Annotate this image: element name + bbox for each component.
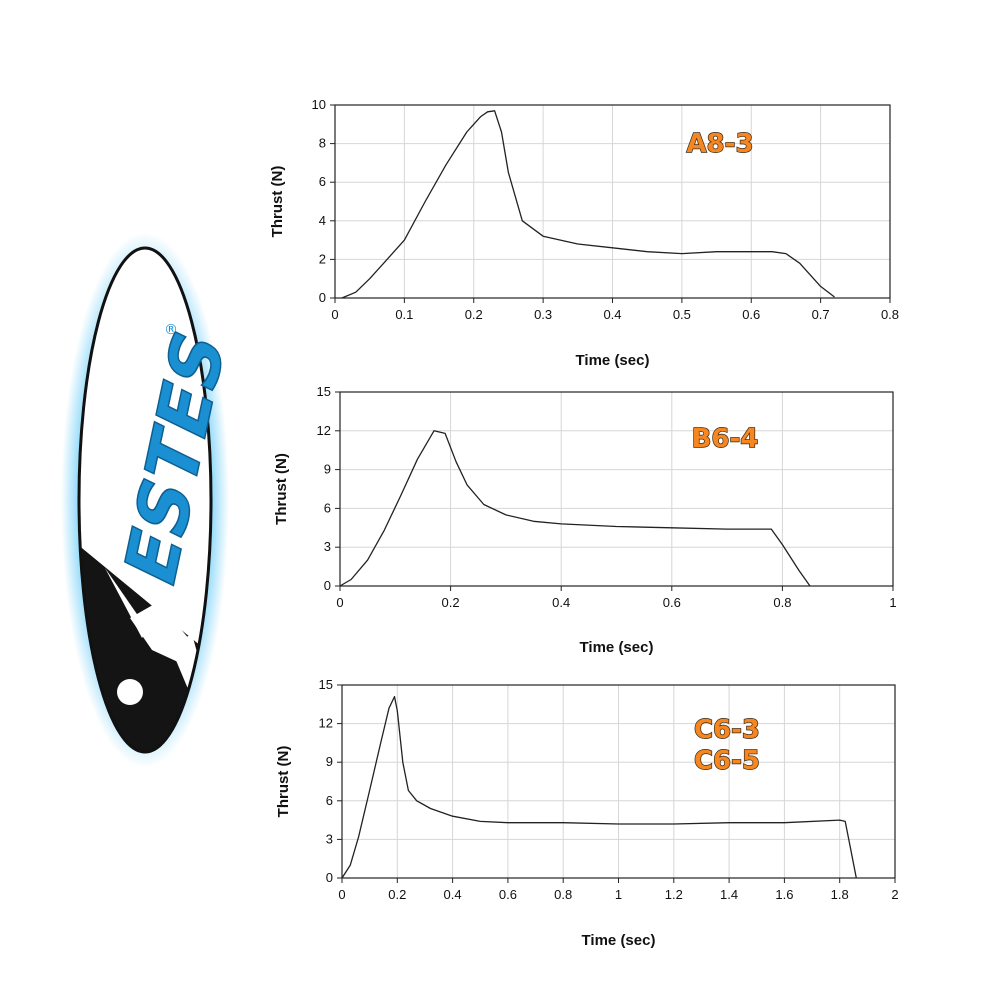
x-tick-label: 0.4 <box>552 595 570 610</box>
x-tick-label: 1.4 <box>720 887 738 902</box>
x-axis-label: Time (sec) <box>580 639 654 656</box>
x-tick-label: 0.2 <box>465 307 483 322</box>
y-tick-label: 10 <box>312 97 326 112</box>
x-tick-label: 0.2 <box>442 595 460 610</box>
motor-badge: C6-3 <box>694 715 760 745</box>
plot-area <box>340 392 893 586</box>
x-tick-label: 0 <box>338 887 345 902</box>
x-tick-label: 0.6 <box>742 307 760 322</box>
logo-registered-mark: ® <box>164 322 178 338</box>
x-tick-label: 1.6 <box>775 887 793 902</box>
y-axis-label: Thrust (N) <box>269 166 286 238</box>
y-tick-label: 9 <box>324 462 331 477</box>
x-tick-label: 0.8 <box>881 307 899 322</box>
x-tick-label: 0.8 <box>773 595 791 610</box>
x-tick-label: 0.4 <box>444 887 462 902</box>
y-tick-label: 4 <box>319 213 326 228</box>
y-tick-label: 9 <box>326 754 333 769</box>
y-tick-label: 12 <box>317 423 331 438</box>
thrust-curve <box>341 110 835 299</box>
x-tick-label: 0.1 <box>395 307 413 322</box>
y-tick-label: 2 <box>319 251 326 266</box>
x-tick-label: 0.8 <box>554 887 572 902</box>
x-tick-label: 0.4 <box>603 307 621 322</box>
thrust-curve <box>341 695 857 879</box>
y-tick-label: 3 <box>324 539 331 554</box>
motor-badge: A8-3 <box>686 129 753 159</box>
x-tick-label: 0 <box>336 595 343 610</box>
estes-logo: ESTES ® <box>61 232 230 768</box>
x-tick-label: 0.3 <box>534 307 552 322</box>
y-tick-label: 6 <box>324 500 331 515</box>
y-tick-label: 6 <box>326 793 333 808</box>
x-tick-label: 1.8 <box>831 887 849 902</box>
y-tick-label: 0 <box>319 290 326 305</box>
x-tick-label: 0 <box>331 307 338 322</box>
x-tick-label: 1 <box>889 595 896 610</box>
motor-badge: C6-5 <box>694 746 760 776</box>
y-tick-label: 15 <box>319 677 333 692</box>
x-tick-label: 0.6 <box>499 887 517 902</box>
x-axis-label: Time (sec) <box>576 352 650 369</box>
y-tick-label: 3 <box>326 831 333 846</box>
y-tick-label: 6 <box>319 174 326 189</box>
x-tick-label: 1 <box>615 887 622 902</box>
y-tick-label: 8 <box>319 136 326 151</box>
y-axis-label: Thrust (N) <box>273 453 290 525</box>
thrust-curve <box>339 430 811 587</box>
y-tick-label: 12 <box>319 716 333 731</box>
x-tick-label: 1.2 <box>665 887 683 902</box>
y-tick-label: 0 <box>324 578 331 593</box>
x-tick-label: 2 <box>891 887 898 902</box>
y-tick-label: 15 <box>317 384 331 399</box>
x-tick-label: 0.2 <box>388 887 406 902</box>
y-axis-label: Thrust (N) <box>275 746 292 818</box>
x-axis-label: Time (sec) <box>582 932 656 949</box>
x-tick-label: 0.6 <box>663 595 681 610</box>
y-tick-label: 0 <box>326 870 333 885</box>
x-tick-label: 0.7 <box>812 307 830 322</box>
motor-badge: B6-4 <box>692 424 759 454</box>
plot-frame <box>339 391 894 587</box>
x-tick-label: 0.5 <box>673 307 691 322</box>
